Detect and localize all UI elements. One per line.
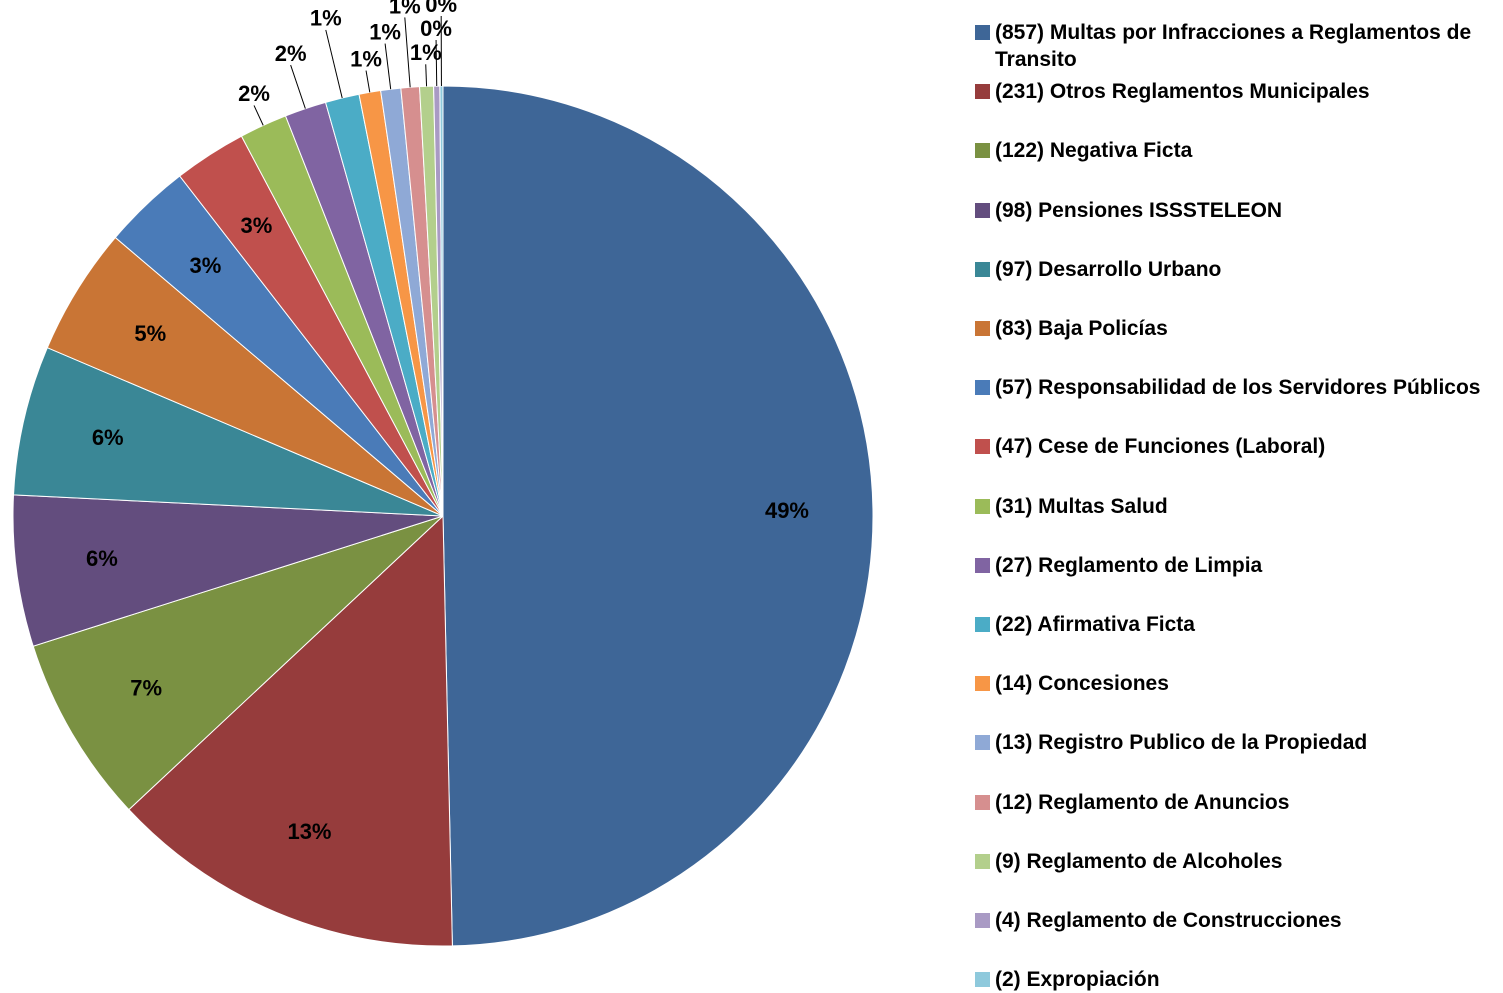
legend-swatch <box>975 380 990 396</box>
pie-area: 49%13%7%6%6%5%3%3%2%2%1%1%1%1%1%0%0% <box>12 0 874 947</box>
legend-swatch <box>975 794 990 810</box>
slice-label: 6% <box>86 546 118 571</box>
legend-swatch <box>975 84 990 100</box>
legend-swatch <box>975 439 990 455</box>
legend-label: (12) Reglamento de Anuncios <box>995 790 1290 814</box>
slice-label: 0% <box>425 0 457 17</box>
legend-entry: (57) Responsabilidad de los Servidores P… <box>975 374 1500 401</box>
slice-label: 0% <box>420 16 452 41</box>
legend-swatch <box>975 853 990 869</box>
slice-label: 1% <box>369 19 401 44</box>
pie-slice <box>12 494 444 647</box>
legend-entry: (97) Desarrollo Urbano <box>975 256 1500 283</box>
legend-label: (83) Baja Policías <box>995 317 1168 340</box>
legend-entry: (83) Baja Policías <box>975 315 1500 342</box>
legend-swatch <box>975 498 990 514</box>
legend-entry: (98) Pensiones ISSSTELEON <box>975 197 1500 224</box>
legend-swatch <box>975 202 990 218</box>
legend-entry: (2) Expropiación <box>975 966 1500 993</box>
slice-label: 2% <box>238 81 270 106</box>
legend-label: (97) Desarrollo Urbano <box>995 257 1222 281</box>
pie-slice <box>128 514 453 947</box>
pie-slice <box>439 85 444 517</box>
legend-entry: (12) Reglamento de Anuncios <box>975 789 1500 816</box>
legend-label: (231) Otros Reglamentos Municipales <box>995 80 1370 104</box>
leader-line <box>290 64 306 109</box>
legend-label: (22) Afirmativa Ficta <box>995 613 1195 636</box>
leader-line <box>404 17 411 88</box>
slice-label: 1% <box>310 6 342 31</box>
leader-line <box>325 29 343 99</box>
leader-line <box>435 40 438 87</box>
legend-entry: (22) Afirmativa Ficta <box>975 611 1500 638</box>
legend-swatch <box>975 676 990 692</box>
legend-swatch <box>975 261 990 277</box>
slice-label: 1% <box>350 46 382 71</box>
legend-label: (9) Reglamento de Alcoholes <box>995 849 1283 873</box>
legend-label: (98) Pensiones ISSSTELEON <box>995 198 1283 222</box>
slice-label: 7% <box>130 676 162 701</box>
legend-label: (122) Negativa Ficta <box>995 139 1193 163</box>
slice-label: 2% <box>275 41 307 66</box>
legend-entry: (857) Multas por Infracciones a Reglamen… <box>975 19 1500 73</box>
legend-entry: (14) Concesiones <box>975 670 1500 697</box>
leader-line <box>253 105 264 126</box>
slice-label: 3% <box>240 213 272 238</box>
pie-slice <box>32 515 444 811</box>
legend-label: (47) Cese de Funciones (Laboral) <box>995 435 1326 459</box>
legend-entry: (122) Negativa Ficta <box>975 137 1500 164</box>
legend-swatch <box>975 25 990 40</box>
slice-label: 6% <box>92 425 124 450</box>
leader-line <box>384 43 392 90</box>
legend-label: (57) Responsabilidad de los Servidores P… <box>995 376 1481 400</box>
legend-label: (13) Registro Publico de la Propiedad <box>995 731 1368 755</box>
legend-label: (857) Multas por Infracciones a Reglamen… <box>995 21 1472 71</box>
legend-label: (2) Expropiación <box>995 968 1160 992</box>
legend-entry: (9) Reglamento de Alcoholes <box>975 848 1500 875</box>
slice-label: 5% <box>134 321 166 346</box>
legend-entry: (27) Reglamento de Limpia <box>975 552 1500 579</box>
legend-swatch <box>975 735 990 751</box>
slice-label: 3% <box>189 253 221 278</box>
leader-line <box>425 64 428 87</box>
slice-label: 13% <box>287 819 331 844</box>
legend-entry: (4) Reglamento de Construcciones <box>975 907 1500 934</box>
legend-entry: (231) Otros Reglamentos Municipales <box>975 78 1500 105</box>
pie-slice <box>12 347 444 517</box>
legend-entry: (13) Registro Publico de la Propiedad <box>975 729 1500 756</box>
legend-label: (27) Reglamento de Limpia <box>995 553 1263 577</box>
legend-swatch <box>975 557 990 573</box>
slice-label: 1% <box>389 0 421 18</box>
legend-label: (14) Concesiones <box>995 672 1169 696</box>
legend-entry: (31) Multas Salud <box>975 493 1500 520</box>
pie-slice <box>442 85 874 947</box>
legend-label: (4) Reglamento de Construcciones <box>995 909 1342 932</box>
legend-swatch <box>975 143 990 159</box>
legend-label: (31) Multas Salud <box>995 494 1168 518</box>
slice-label: 49% <box>765 498 809 523</box>
legend-swatch <box>975 972 990 988</box>
legend-swatch <box>975 321 990 336</box>
leader-line <box>365 70 371 93</box>
legend-entry: (47) Cese de Funciones (Laboral) <box>975 433 1500 460</box>
legend-swatch <box>975 913 990 928</box>
legend-swatch <box>975 617 990 632</box>
